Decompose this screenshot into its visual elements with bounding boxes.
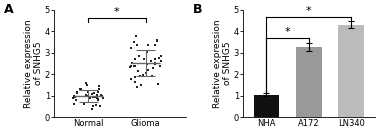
Point bbox=[154, 40, 160, 42]
Point bbox=[131, 41, 137, 43]
Point bbox=[132, 65, 138, 67]
Bar bbox=[296, 47, 322, 117]
Point bbox=[90, 96, 96, 98]
Point bbox=[131, 65, 137, 67]
Bar bbox=[338, 25, 364, 117]
Text: A: A bbox=[4, 3, 14, 16]
Point bbox=[94, 94, 100, 96]
Point bbox=[71, 95, 77, 97]
Point bbox=[127, 66, 133, 68]
Point bbox=[98, 105, 104, 107]
Y-axis label: Relative expression
of SNHG5: Relative expression of SNHG5 bbox=[213, 19, 232, 108]
Point bbox=[155, 83, 161, 85]
Point bbox=[87, 97, 93, 99]
Point bbox=[148, 60, 154, 62]
Point bbox=[152, 62, 158, 64]
Point bbox=[156, 65, 163, 67]
Point bbox=[144, 51, 150, 53]
Point bbox=[152, 58, 158, 60]
Point bbox=[99, 95, 105, 97]
Text: *: * bbox=[306, 6, 311, 16]
Point bbox=[143, 72, 149, 74]
Point bbox=[85, 91, 91, 93]
Point bbox=[90, 105, 96, 107]
Text: *: * bbox=[285, 27, 290, 37]
Point bbox=[141, 58, 147, 60]
Point bbox=[83, 94, 89, 96]
Point bbox=[133, 35, 139, 37]
Point bbox=[93, 104, 99, 106]
Point bbox=[77, 88, 83, 90]
Point bbox=[98, 94, 104, 96]
Point bbox=[138, 84, 144, 86]
Point bbox=[88, 93, 94, 95]
Point bbox=[127, 66, 133, 68]
Point bbox=[78, 88, 84, 91]
Point bbox=[74, 91, 80, 93]
Point bbox=[134, 44, 140, 46]
Point bbox=[91, 92, 97, 94]
Text: B: B bbox=[193, 3, 203, 16]
Point bbox=[144, 63, 150, 65]
Point bbox=[158, 54, 164, 57]
Point bbox=[81, 103, 87, 105]
Point bbox=[146, 43, 152, 46]
Point bbox=[84, 95, 90, 97]
Point bbox=[94, 97, 100, 99]
Point bbox=[158, 60, 164, 62]
Point bbox=[152, 44, 158, 46]
Point bbox=[152, 63, 158, 65]
Point bbox=[150, 67, 156, 70]
Point bbox=[83, 82, 89, 84]
Point bbox=[95, 99, 101, 101]
Point bbox=[73, 99, 79, 101]
Point bbox=[132, 75, 138, 78]
Text: *: * bbox=[114, 7, 120, 17]
Point bbox=[135, 55, 141, 57]
Point bbox=[99, 97, 105, 99]
Point bbox=[71, 103, 77, 105]
Point bbox=[149, 75, 155, 77]
Point bbox=[129, 62, 135, 64]
Point bbox=[135, 70, 141, 72]
Point bbox=[89, 108, 95, 110]
Point bbox=[134, 86, 140, 88]
Point bbox=[96, 88, 102, 90]
Point bbox=[128, 47, 134, 49]
Point bbox=[153, 39, 160, 41]
Point bbox=[132, 81, 138, 84]
Point bbox=[128, 78, 134, 80]
Point bbox=[156, 57, 162, 59]
Point bbox=[74, 92, 80, 94]
Point bbox=[95, 91, 101, 93]
Point bbox=[70, 97, 76, 99]
Point bbox=[137, 75, 143, 77]
Bar bbox=[254, 95, 279, 117]
Y-axis label: Relative expression
of SNHG5: Relative expression of SNHG5 bbox=[24, 19, 43, 108]
Point bbox=[71, 96, 77, 98]
Point bbox=[145, 69, 151, 71]
Point bbox=[132, 58, 138, 61]
Point bbox=[95, 98, 101, 100]
Point bbox=[96, 85, 102, 87]
Point bbox=[92, 96, 98, 98]
Point bbox=[140, 74, 146, 76]
Point bbox=[84, 84, 90, 86]
Point bbox=[127, 65, 133, 67]
